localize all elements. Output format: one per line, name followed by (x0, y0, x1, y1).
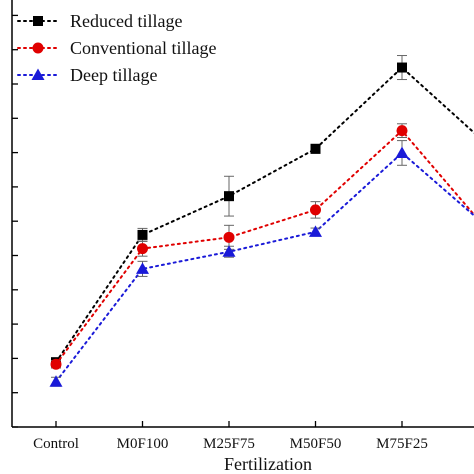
series-2 (50, 123, 474, 370)
legend: Reduced tillage Conventional tillage Deep … (17, 11, 216, 85)
plot-area (49, 55, 474, 387)
series-line (55, 66, 474, 364)
data-point (397, 62, 407, 73)
data-point (137, 243, 148, 255)
series-line (55, 129, 474, 366)
data-point (309, 225, 322, 237)
legend-label: Deep tillage (70, 65, 157, 85)
series-layer (49, 55, 474, 387)
data-point (396, 125, 408, 137)
x-ticks: ControlM0F100M25F75M50F50M75F25M (33, 421, 428, 452)
series-line (55, 151, 474, 383)
data-point (224, 191, 234, 202)
data-point (137, 229, 148, 240)
x-axis-title: Fertilization (224, 454, 312, 474)
legend-label: Reduced tillage (70, 11, 182, 31)
series-1 (51, 55, 474, 368)
legend-marker (32, 42, 44, 54)
y-ticks (12, 14, 18, 428)
data-point (49, 375, 63, 387)
data-point (50, 358, 62, 370)
x-tick-label: M0F100 (117, 436, 169, 452)
x-tick-label: Control (33, 436, 79, 452)
data-point (223, 231, 235, 243)
data-point (136, 262, 149, 274)
data-point (395, 146, 409, 158)
legend-marker (31, 68, 45, 80)
data-point (222, 245, 236, 257)
legend-marker (33, 16, 43, 26)
data-point (310, 143, 321, 154)
x-tick-label: M75F25 (376, 436, 428, 452)
x-tick-label: M50F50 (290, 436, 342, 452)
legend-label: Conventional tillage (70, 38, 216, 58)
series-3 (49, 140, 474, 387)
data-point (310, 204, 321, 216)
x-tick-label: M25F75 (203, 436, 255, 452)
